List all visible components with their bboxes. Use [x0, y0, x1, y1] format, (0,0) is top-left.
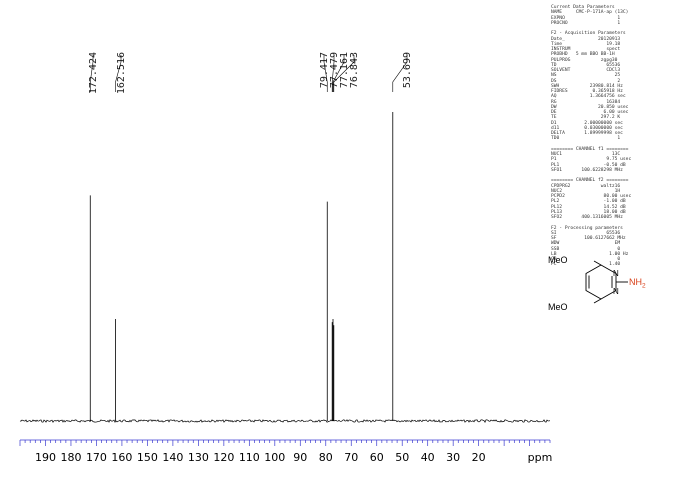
peak-labels: 172.424 162.516 79.417 77.479 77.161 76.843 53… [88, 52, 413, 94]
parameter-line: SFO2 400.1316005 MHz [551, 215, 623, 220]
parameter-line: SF 100.6127662 MHz [551, 236, 626, 241]
parameter-line: NAME CMC-P-171A-ap (13C) [551, 10, 629, 16]
parameter-line: SOLVENT CDCl3 [551, 68, 621, 73]
tick-label-140: 140 [162, 451, 183, 464]
peak-lines [89, 112, 394, 421]
bond-meo-bottom [593, 298, 602, 304]
tick-label-90: 90 [293, 451, 307, 464]
parameter-line: NS 25 [551, 73, 621, 79]
bond-meo-top [593, 260, 602, 266]
tick-label-110: 110 [239, 451, 260, 464]
parameter-line: DW 20.850 usec [551, 104, 629, 110]
ring-nitrogen-bottom: N [613, 287, 619, 296]
peak-connector-0 [89, 55, 94, 92]
parameter-line: F2 - Processing parameters [551, 225, 623, 231]
tick-label-80: 80 [319, 451, 333, 464]
parameter-line: SWH 23980.814 Hz [551, 83, 623, 89]
x-axis-tick-labels: 190 180 170 160 150 140 130 120 110 100 90 80 70 60 50… [35, 451, 486, 464]
parameter-line: AQ 1.3664756 sec [551, 94, 626, 100]
parameter-line: DS 2 [551, 78, 621, 84]
parameter-line: SI 65536 [551, 230, 621, 236]
peak-label-3: 77.479 [329, 52, 340, 88]
parameter-line: TD 65536 [551, 62, 621, 68]
peak-label-4: 77.161 [339, 52, 350, 88]
parameter-line: PC 1.40 [551, 262, 621, 268]
meo-top-label: MeO [548, 255, 568, 265]
parameter-line: TE 297.2 K [551, 115, 621, 121]
tick-label-50: 50 [395, 451, 409, 464]
peak-label-2: 79.417 [319, 52, 330, 88]
parameter-line: LB 1.00 Hz [551, 251, 629, 257]
parameter-line: FIDRES 0.365918 Hz [551, 89, 623, 94]
ring-nitrogen-top: N [613, 269, 619, 278]
parameter-line: SFO1 100.6228298 MHz [551, 167, 623, 173]
tick-label-150: 150 [137, 451, 158, 464]
parameter-line: CPDPRG2 waltz16 [551, 183, 621, 189]
x-axis-ticks [19, 440, 551, 446]
parameter-line: PL12 14.52 dB [551, 204, 626, 210]
parameter-line: Current Data Parameters [551, 5, 615, 10]
parameter-line: TD0 1 [551, 136, 621, 142]
peak-connector-4 [332, 55, 345, 92]
tick-label-20: 20 [472, 451, 486, 464]
tick-label-180: 180 [60, 451, 81, 464]
parameter-line: DE 6.00 usec [551, 110, 629, 115]
parameter-line: DELTA 1.89999998 sec [551, 131, 623, 136]
parameter-line: INSTRUM spect [551, 47, 621, 52]
parameter-line: PL2 -1.00 dB [551, 199, 626, 205]
peak-connector-1 [115, 55, 122, 92]
chemical-structure: MeO MeO N N NH2 [548, 255, 646, 312]
nh2-label: NH2 [629, 277, 646, 290]
peak-label-connectors [89, 55, 408, 92]
parameter-line: EXPNO 1 [551, 15, 621, 21]
parameter-line: PCPD2 80.00 usec [551, 194, 632, 199]
tick-label-70: 70 [344, 451, 358, 464]
parameter-line: ======== CHANNEL f1 ======== [551, 146, 629, 152]
parameter-line: PROCNO 1 [551, 20, 621, 26]
parameter-line: P1 9.75 usec [551, 157, 632, 163]
peak-label-5: 76.843 [349, 52, 360, 88]
parameter-line: PL13 18.00 dB [551, 209, 626, 215]
peak-connector-5 [333, 55, 355, 92]
tick-label-160: 160 [111, 451, 132, 464]
parameter-line: RG 16384 [551, 99, 621, 105]
parameter-line: d11 0.03000000 sec [551, 125, 623, 131]
acquisition-parameters-panel: Current Data Parameters NAME CMC-P-171A-a… [551, 5, 683, 268]
parameter-line: ======== CHANNEL f2 ======== [551, 178, 629, 184]
parameter-line: PROBHD 5 mm BBO BB-1H [551, 52, 615, 58]
parameter-line: Time 19.18 [551, 41, 621, 47]
parameter-line: SSB 0 [551, 246, 621, 252]
parameter-line: D1 2.00000000 sec [551, 120, 623, 126]
peak-label-0: 172.424 [88, 52, 99, 94]
parameter-line: PULPROG zgpg30 [551, 57, 618, 63]
peak-connector-3 [331, 55, 335, 92]
peak-connector-6 [392, 55, 408, 92]
peak-label-1: 162.516 [116, 52, 127, 94]
spectrum-baseline [19, 419, 551, 423]
parameter-line: WDW EM [551, 241, 621, 247]
tick-label-40: 40 [421, 451, 435, 464]
parameter-line: Date_ 20120913 [551, 36, 621, 42]
meo-bottom-label: MeO [548, 302, 568, 312]
tick-label-60: 60 [370, 451, 384, 464]
peak-label-6: 53.699 [402, 52, 413, 88]
parameter-line: NUC1 13C [551, 152, 621, 157]
pyrimidine-ring [585, 264, 617, 300]
peak-connector-2 [323, 55, 328, 92]
tick-label-120: 120 [213, 451, 234, 464]
tick-label-30: 30 [446, 451, 460, 464]
parameter-line: PL1 -0.50 dB [551, 162, 626, 168]
tick-label-190: 190 [35, 451, 56, 464]
x-axis-unit-label: ppm [528, 451, 553, 464]
parameter-line: NUC2 1H [551, 188, 621, 194]
tick-label-130: 130 [188, 451, 209, 464]
parameter-line: F2 - Acquisition Parameters [551, 31, 626, 37]
tick-label-100: 100 [264, 451, 285, 464]
tick-label-170: 170 [86, 451, 107, 464]
parameter-line: GB 0 [551, 257, 621, 262]
